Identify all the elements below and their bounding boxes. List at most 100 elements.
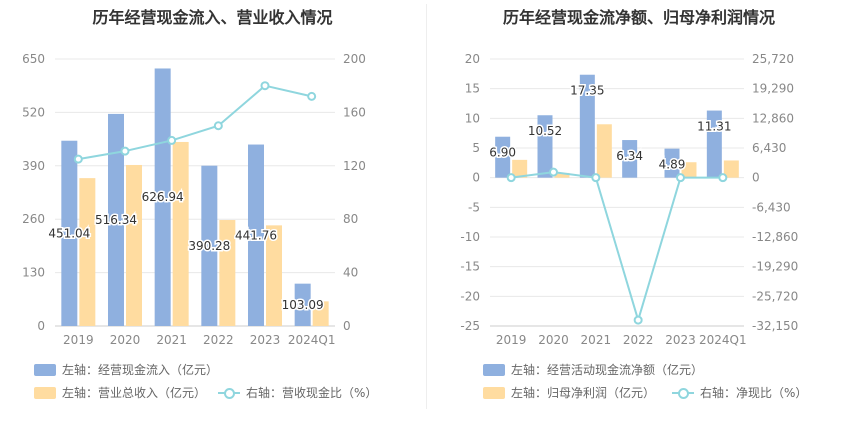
- line-series: [78, 84, 312, 161]
- y-left-tick-label: -10: [460, 230, 480, 244]
- x-tick-label: 2024Q1: [699, 333, 747, 347]
- bar-series2: [512, 159, 528, 178]
- x-tick-label: 2021: [156, 333, 187, 347]
- legend-line-icon: [218, 387, 240, 399]
- data-label: 17.35: [570, 84, 604, 98]
- legend-item-line[interactable]: 右轴：营收现金比（%）: [218, 384, 377, 401]
- data-label: 441.76: [235, 228, 277, 242]
- y-right-tick-label: 200: [343, 52, 366, 66]
- x-tick-label: 2021: [581, 333, 612, 347]
- x-tick-label: 2020: [538, 333, 569, 347]
- y-right-tick-label: -6,430: [752, 200, 791, 214]
- y-left-tick-label: -25: [460, 319, 480, 333]
- legend-item-bar2[interactable]: 左轴：归母净利润（亿元）: [483, 384, 655, 401]
- chart-panel-cashflow-revenue: 历年经营现金流入、营业收入情况 0 130 260 390 520 650 0 40 80 120…: [22, 8, 377, 401]
- y-left-tick-label: 0: [472, 171, 480, 185]
- bar-series2: [266, 225, 282, 326]
- y-left-tick-label: 10: [465, 111, 480, 125]
- bar-series2: [172, 141, 189, 326]
- chart-title: 历年经营现金流净额、归母净利润情况: [502, 8, 775, 27]
- line-point: [73, 154, 83, 164]
- line-point: [633, 315, 643, 325]
- data-label: 10.52: [528, 124, 562, 138]
- bar-series2: [312, 301, 329, 326]
- data-label: 516.34: [95, 213, 137, 227]
- bar-series2: [554, 172, 570, 178]
- panel-divider: [426, 4, 427, 409]
- data-label: 103.09: [282, 298, 324, 312]
- y-right-tick-label: 40: [343, 266, 358, 280]
- chart-canvas: 0 130 260 390 520 650 0 40 80 120 160 200 2019 2020 20…: [22, 52, 366, 347]
- legend-item-bar1[interactable]: 左轴：经营活动现金流净额（亿元）: [483, 361, 703, 378]
- bar-series2: [219, 220, 236, 326]
- legend-line-icon: [672, 387, 694, 399]
- legend-label: 左轴：营业总收入（亿元）: [62, 386, 207, 400]
- bar-series1: [108, 113, 124, 326]
- y-left-tick-label: 520: [22, 105, 45, 119]
- bar-series2: [126, 164, 142, 326]
- x-tick-label: 2022: [623, 333, 654, 347]
- line-series: [511, 171, 723, 324]
- legend-label: 右轴：营收现金比（%）: [246, 386, 378, 400]
- line-point: [120, 146, 130, 156]
- x-tick-label: 2023: [250, 333, 281, 347]
- chart-title: 历年经营现金流入、营业收入情况: [92, 8, 333, 27]
- bar-series1: [61, 140, 78, 326]
- y-right-tick-label: -12,860: [752, 230, 798, 244]
- data-label: 451.04: [48, 226, 90, 240]
- bar-series1: [294, 283, 311, 326]
- y-right-tick-label: 12,860: [752, 111, 794, 125]
- bar-series2: [79, 178, 96, 326]
- legend-item-line[interactable]: 右轴：净现比（%）: [672, 384, 807, 401]
- data-label: 11.31: [697, 120, 731, 134]
- line-point: [549, 167, 558, 177]
- y-right-tick-label: 19,290: [752, 82, 794, 96]
- line-point: [213, 121, 223, 131]
- bar-series2: [596, 124, 612, 178]
- line-point: [307, 91, 317, 101]
- data-label: 626.94: [142, 190, 184, 204]
- legend-label: 左轴：归母净利润（亿元）: [511, 386, 656, 400]
- y-left-tick-label: 15: [465, 82, 480, 96]
- bar-series2: [723, 160, 739, 178]
- legend-label: 右轴：净现比（%）: [700, 386, 808, 400]
- y-right-tick-label: -25,720: [752, 289, 798, 303]
- y-left-tick-label: -15: [460, 260, 480, 274]
- y-left-tick-label: 390: [22, 159, 45, 173]
- line-point: [506, 173, 516, 183]
- line-point: [591, 173, 601, 183]
- y-left-tick-label: 5: [472, 141, 480, 155]
- y-left-tick-label: 650: [22, 52, 45, 66]
- y-right-tick-label: 0: [752, 171, 760, 185]
- y-left-tick-label: 130: [22, 266, 45, 280]
- legend-swatch-bar1: [483, 363, 505, 376]
- bar-series1: [248, 144, 264, 326]
- legend-item-bar1[interactable]: 左轴：经营现金流入（亿元）: [34, 361, 218, 378]
- y-left-tick-label: 20: [465, 52, 480, 66]
- bar-series1: [495, 136, 511, 178]
- line-point: [167, 135, 177, 145]
- x-tick-label: 2019: [496, 333, 527, 347]
- chart-canvas: -25 -20 -15 -10 -5 0 5 10 15 20 -32,150 -25,720 -19,…: [460, 52, 798, 347]
- y-left-tick-label: -5: [468, 200, 480, 214]
- y-right-tick-label: 6,430: [752, 141, 786, 155]
- bar-series1: [622, 140, 638, 178]
- bar-series1: [154, 68, 171, 326]
- bar-series1: [537, 115, 553, 178]
- bar-series1: [664, 148, 680, 178]
- data-label: 4.89: [659, 158, 686, 172]
- bar-series1: [579, 74, 595, 178]
- y-left-tick-label: 260: [22, 212, 45, 226]
- legend-label: 左轴：经营现金流入（亿元）: [62, 363, 219, 377]
- data-label: 6.90: [489, 146, 516, 160]
- line-point: [718, 173, 728, 183]
- x-tick-label: 2023: [665, 333, 696, 347]
- y-right-tick-label: 120: [343, 159, 366, 173]
- y-left-tick-label: 0: [37, 319, 45, 333]
- bar-series1: [706, 110, 722, 178]
- legend-swatch-bar2: [34, 386, 56, 399]
- legend-item-bar2[interactable]: 左轴：营业总收入（亿元）: [34, 384, 206, 401]
- data-label: 390.28: [188, 239, 230, 253]
- bar-series1: [201, 165, 218, 326]
- chart-panel-netcash-profit: 历年经营现金流净额、归母净利润情况 -25 -20 -15 -10 -5 0 5 10 15 20…: [428, 0, 850, 437]
